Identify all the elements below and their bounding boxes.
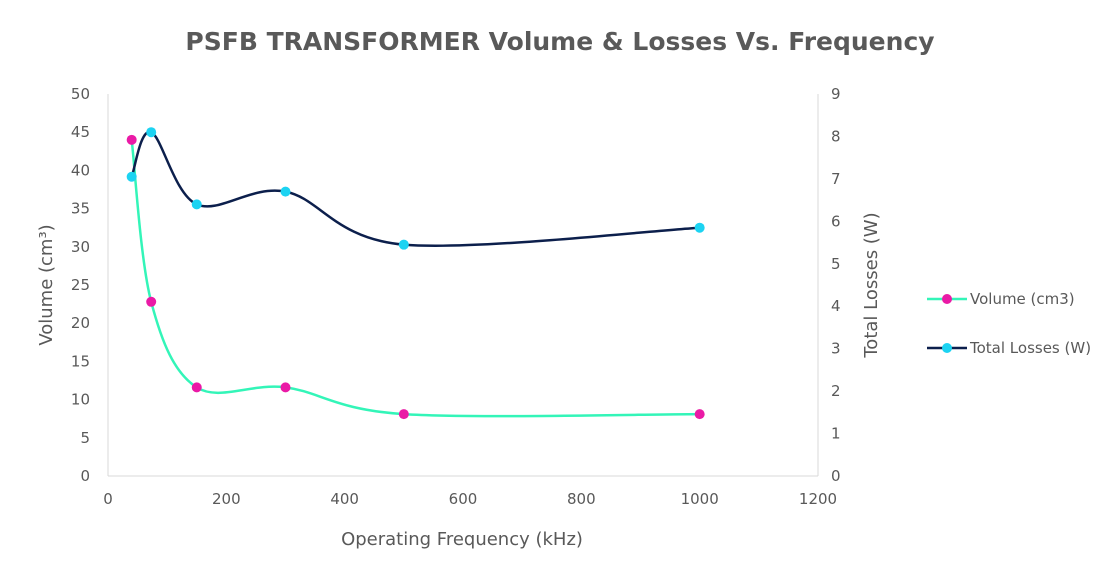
x-tick-label: 1200	[799, 490, 837, 508]
y-tick-label: 15	[71, 352, 90, 370]
y2-tick-label: 9	[831, 85, 841, 103]
data-point-losses	[398, 239, 409, 250]
legend: Volume (cm3) Total Losses (W)	[927, 290, 1091, 357]
y-axis-title: Volume (cm³)	[36, 224, 57, 345]
x-tick-label: 400	[330, 490, 359, 508]
series-line-volume	[130, 139, 700, 418]
x-axis-title: Operating Frequency (kHz)	[341, 529, 583, 550]
legend-losses-label: Total Losses (W)	[969, 339, 1091, 357]
data-point-volume	[146, 296, 157, 307]
y-tick-label: 45	[71, 123, 90, 141]
y2-axis-title: Total Losses (W)	[861, 212, 882, 358]
y-tick-label: 35	[71, 200, 90, 218]
y2-tick-label: 4	[831, 297, 841, 315]
y2-tick-label: 7	[831, 170, 841, 188]
legend-item-volume: Volume (cm3)	[927, 290, 1075, 308]
x-tick-label: 1000	[681, 490, 719, 508]
legend-volume-label: Volume (cm3)	[970, 290, 1075, 308]
y-tick-label: 10	[71, 391, 90, 409]
x-tick-label: 600	[449, 490, 478, 508]
y-tick-label: 50	[71, 85, 90, 103]
data-point-losses	[146, 127, 157, 138]
y2-tick-label: 5	[831, 255, 841, 273]
y-tick-label: 20	[71, 314, 90, 332]
legend-losses-marker	[942, 343, 952, 353]
x-tick-label: 0	[103, 490, 113, 508]
data-point-losses	[191, 199, 202, 210]
x-tick-label: 800	[567, 490, 596, 508]
data-point-losses	[694, 222, 705, 233]
y-tick-label: 40	[71, 161, 90, 179]
y2-tick-label: 1	[831, 425, 841, 443]
data-point-volume	[126, 134, 137, 145]
y-tick-label: 0	[80, 467, 90, 485]
data-point-volume	[398, 409, 409, 420]
data-point-volume	[191, 382, 202, 393]
y2-tick-label: 3	[831, 340, 841, 358]
axes	[107, 94, 819, 477]
x-tick-labels: 0 200 400 600 800 1000 1200	[103, 490, 837, 508]
x-tick-label: 200	[212, 490, 241, 508]
y-tick-labels: 0 5 10 15 20 25 30 35 40 45 50	[71, 85, 90, 485]
series-line-losses	[130, 130, 700, 248]
y2-tick-labels: 0 1 2 3 4 5 6 7 8 9	[831, 85, 841, 485]
data-point-losses	[280, 186, 291, 197]
chart-title: PSFB TRANSFORMER Volume & Losses Vs. Fre…	[185, 27, 934, 56]
series-layer	[126, 127, 705, 420]
legend-volume-marker	[942, 294, 952, 304]
data-point-losses	[126, 171, 137, 182]
data-point-volume	[694, 409, 705, 420]
y-tick-label: 30	[71, 238, 90, 256]
data-point-volume	[280, 382, 291, 393]
y-tick-label: 25	[71, 276, 90, 294]
y2-tick-label: 2	[831, 382, 841, 400]
legend-item-losses: Total Losses (W)	[927, 339, 1091, 357]
y-tick-label: 5	[80, 429, 90, 447]
y2-tick-label: 8	[831, 127, 841, 145]
y2-tick-label: 6	[831, 212, 841, 230]
y2-tick-label: 0	[831, 467, 841, 485]
